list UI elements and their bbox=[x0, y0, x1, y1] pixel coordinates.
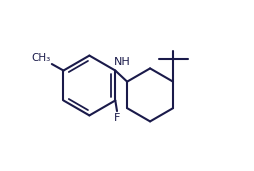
Text: NH: NH bbox=[114, 57, 131, 67]
Text: CH₃: CH₃ bbox=[31, 53, 51, 63]
Text: F: F bbox=[114, 113, 120, 123]
